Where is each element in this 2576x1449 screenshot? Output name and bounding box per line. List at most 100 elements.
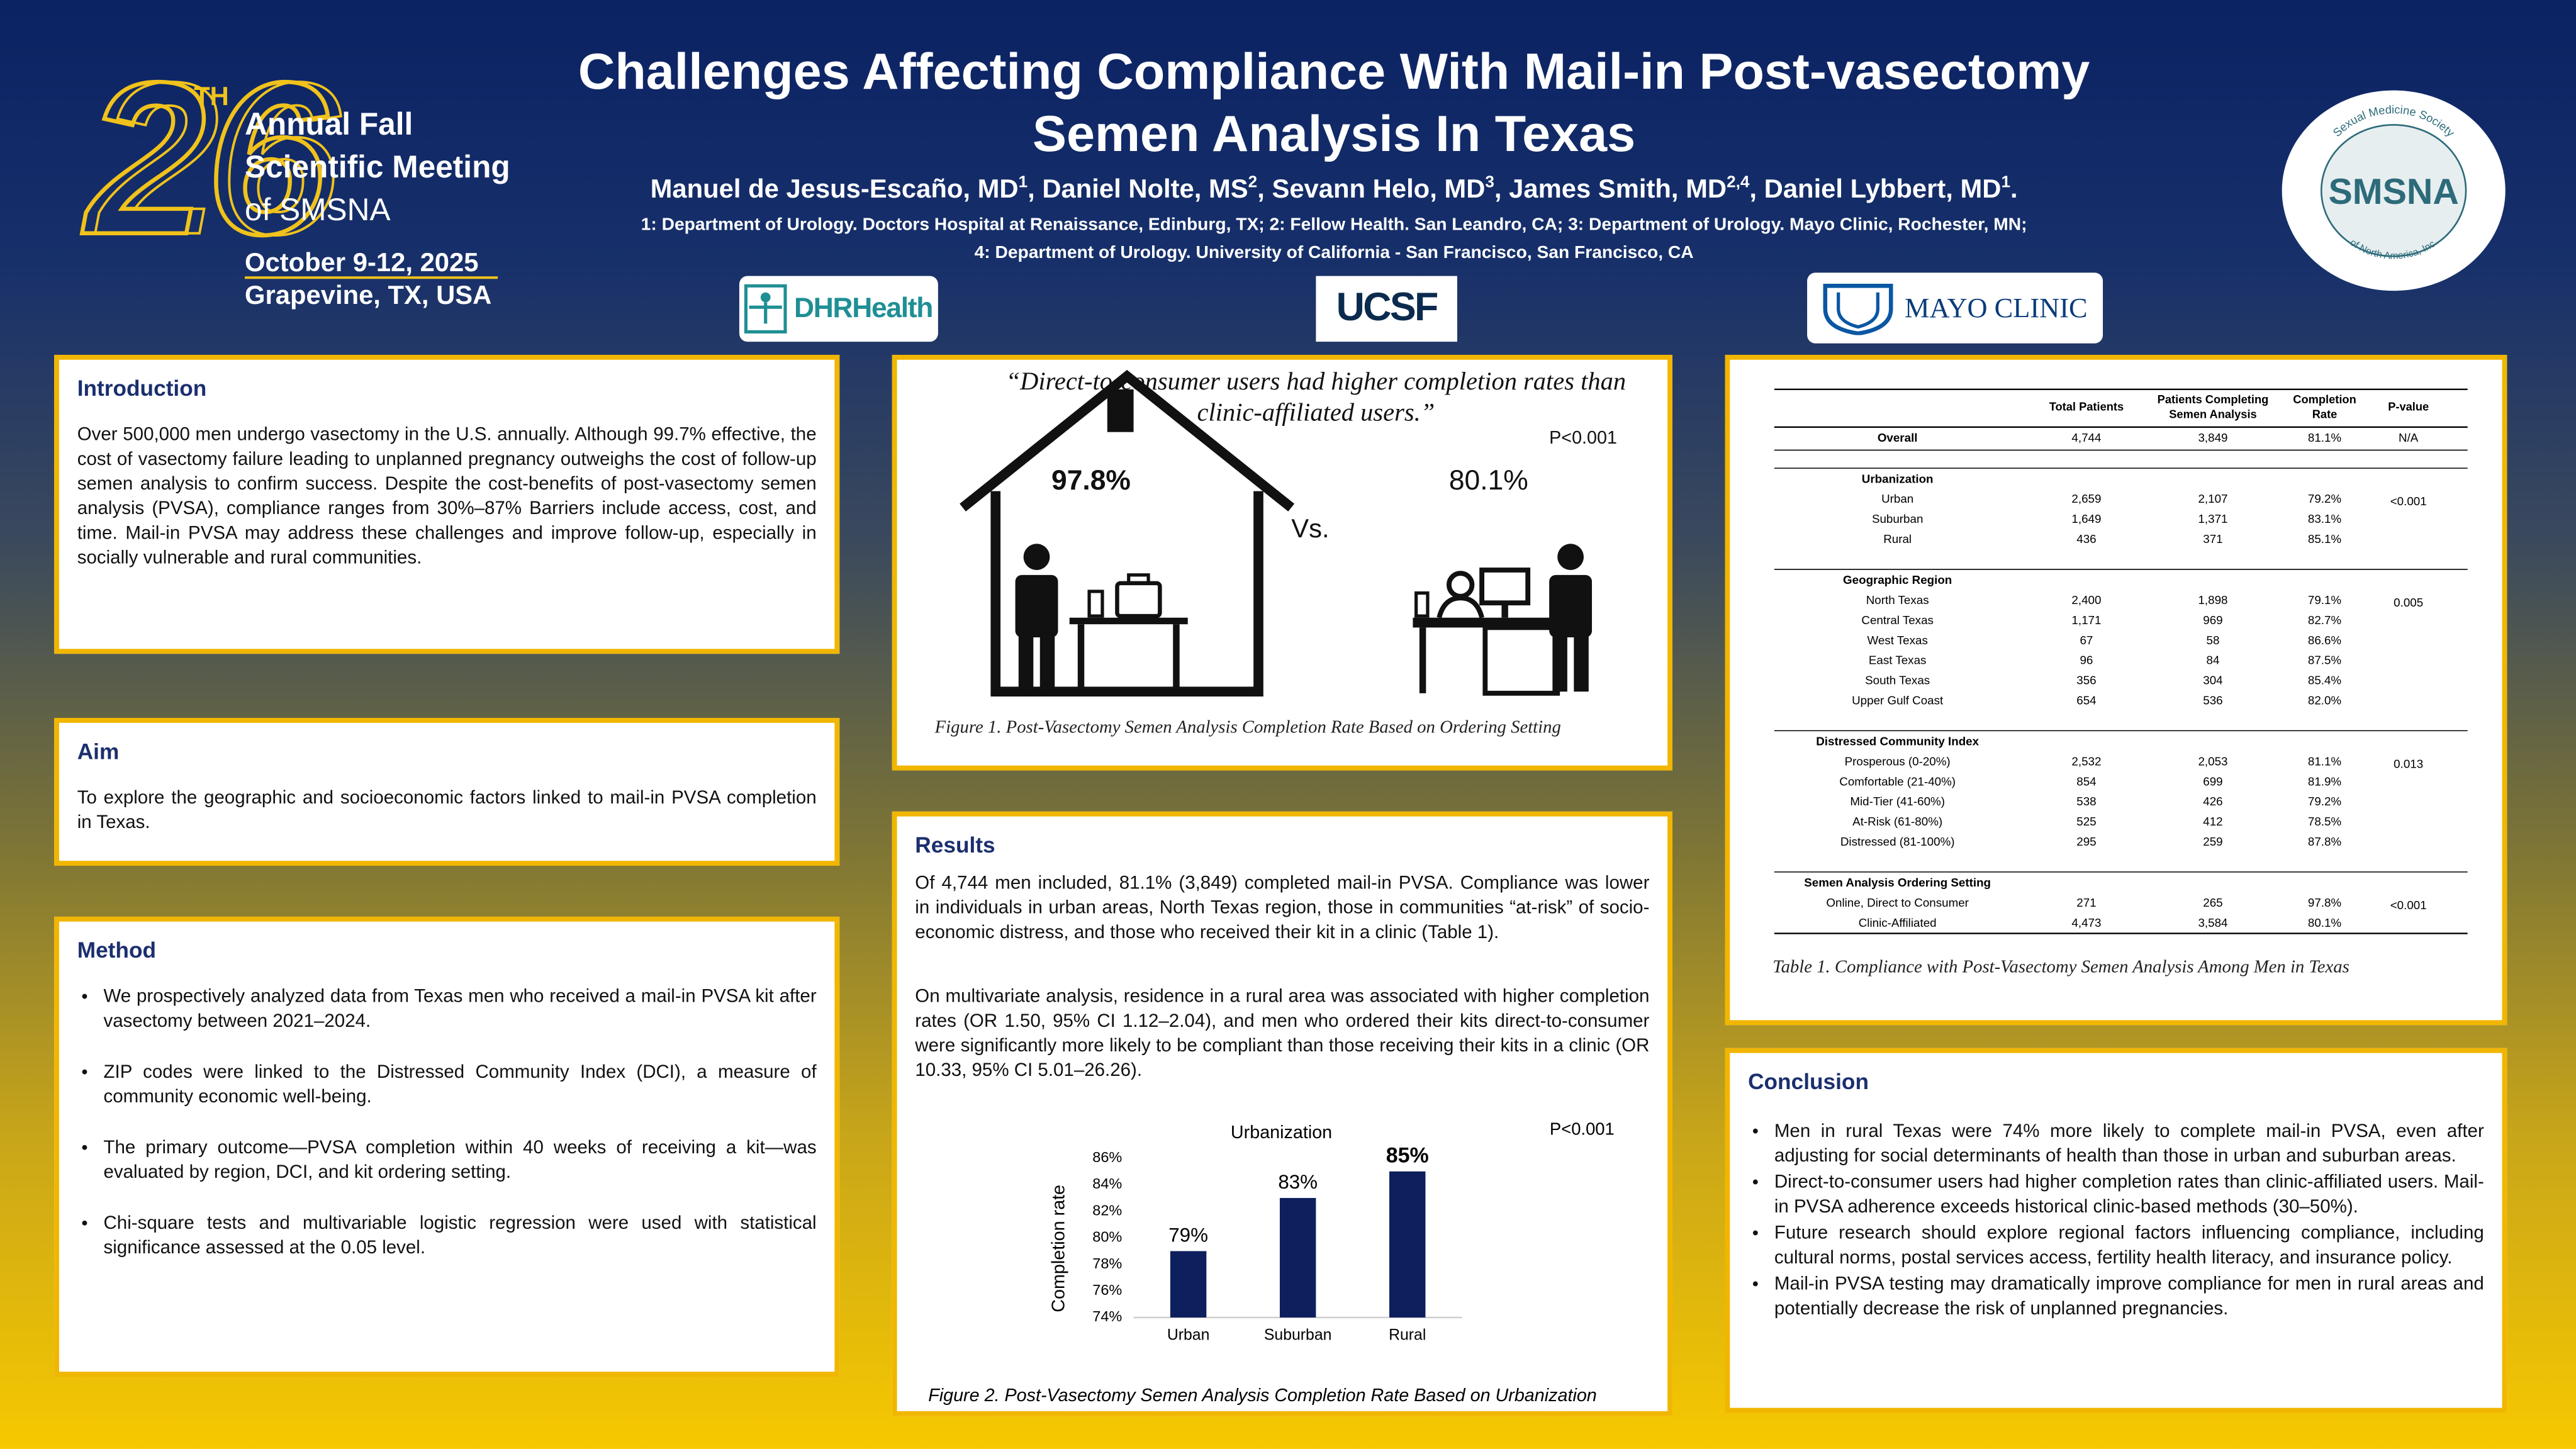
x-tick-label: Suburban [1264,1326,1332,1343]
y-tick-label: 74% [1092,1308,1122,1324]
affiliations: 4: Department of Urology. University of … [974,243,1694,263]
heading: Conclusion [1748,1069,1869,1094]
table-cell: 265 [2203,896,2222,909]
y-tick-label: 76% [1092,1282,1122,1298]
table-cell: 85.4% [2308,673,2342,686]
bullet-list: Men in rural Texas were 74% more likely … [1748,1121,2484,1323]
aim-panel: Aim To explore the geographic and socioe… [54,717,840,866]
table-cell: West Texas [1867,634,1927,647]
y-tick-label: 78% [1092,1255,1122,1272]
value-label: 79% [1168,1224,1208,1246]
table-cell: 2,659 [2071,492,2101,505]
separator: , [1028,176,1035,204]
introduction-panel: Introduction Over 500,000 men undergo va… [54,354,840,654]
paragraph: Of 4,744 men included, 81.1% (3,849) com… [915,874,1650,943]
table-cell: 83.1% [2308,512,2342,525]
bullet: Chi-square tests and multivariable logis… [103,1212,816,1262]
table-cell: 81.9% [2308,775,2342,788]
author-name: Manuel de Jesus-Escaño, MD [650,176,1019,204]
table-cell: 82.7% [2308,613,2342,627]
table-cell: 436 [2076,532,2096,545]
p-value: 0.013 [2394,757,2423,770]
title: Semen Analysis In Texas [1032,105,1636,163]
table-cell: 87.8% [2308,835,2342,848]
value-label: 83% [1278,1171,1318,1193]
meeting-place: Grapevine, TX, USA [245,280,491,310]
table-cell: 86.6% [2308,634,2342,647]
caption: Figure 1. Post-Vasectomy Semen Analysis … [934,717,1561,738]
results-panel: Results Of 4,744 men included, 81.1% (3,… [892,811,1672,1416]
y-tick-label: 84% [1092,1175,1122,1192]
paragraph: On multivariate analysis, residence in a… [915,987,1650,1082]
logo-text: MAYO CLINIC [1905,291,2088,323]
table-cell: Comfortable (21-40%) [1839,775,1956,788]
table-cell: 4,744 [2071,431,2101,444]
x-tick-label: Rural [1389,1326,1426,1343]
method-panel: Method We prospectively analyzed data fr… [54,916,840,1377]
logo-text: SMSNA [2328,172,2458,212]
table-cell: 854 [2076,775,2096,788]
table-cell: Urban [1881,492,1913,505]
column-header: Total Patients [2049,400,2124,413]
author-name: Daniel Lybbert, MD [1764,176,2002,204]
meeting-suffix: TH [194,81,229,111]
table-cell: 79.2% [2308,492,2342,505]
table-cell: 81.1% [2308,431,2342,444]
table-cell: 969 [2203,613,2222,627]
column-header: Completion Rate [2293,393,2356,420]
author-affiliation: 2 [1248,174,1258,193]
author-affiliation: 1 [2001,174,2010,193]
chart-title: Urbanization [1231,1122,1332,1143]
bullet: Men in rural Texas were 74% more likely … [1774,1121,2484,1170]
meeting-name: of SMSNA [245,192,391,227]
p-value: <0.001 [2390,898,2427,912]
table-panel: Total Patients Patients Completing Semen A… [1725,354,2507,1026]
separator: , [1257,176,1265,204]
title: Challenges Affecting Compliance With Mai… [578,42,2090,101]
meeting-name: Annual Fall [245,106,413,142]
table-cell: 79.2% [2308,795,2342,808]
heading: Introduction [77,376,207,401]
heading: Results [915,832,995,858]
logo-mayo: MAYO CLINIC [1807,272,2103,344]
bullet: The primary outcome—PVSA completion with… [103,1137,816,1186]
table-cell: 3,849 [2198,431,2227,444]
y-tick-label: 80% [1092,1229,1122,1245]
figure1-illustration [960,369,1593,697]
table-cell: 80.1% [2308,916,2342,929]
table-cell: 2,532 [2071,754,2101,768]
completion-rate: 97.8% [1051,464,1131,496]
table-cell: 82.0% [2308,693,2342,707]
separator: , [1494,176,1502,204]
author-affiliation: 1 [1018,174,1028,193]
versus: Vs. [1291,515,1330,544]
table-cell: 78.5% [2308,815,2342,828]
table-cell: 538 [2076,795,2096,808]
bullet: Mail-in PVSA testing may dramatically im… [1774,1273,2484,1323]
heading: Method [77,937,157,963]
table-cell: 699 [2203,775,2222,788]
table-cell: Upper Gulf Coast [1852,693,1944,707]
table-cell: 412 [2203,815,2222,828]
table-cell: 2,400 [2071,593,2101,607]
bullet: We prospectively analyzed data from Texa… [103,986,816,1035]
logo-smsna: Sexual Medicine Society of North America… [2282,90,2506,291]
bar [1170,1251,1207,1318]
author-affiliation: 2,4 [1727,174,1750,193]
table-cell: 371 [2203,532,2222,545]
p-value: <0.001 [2390,495,2427,508]
table-cell: 2,107 [2198,492,2227,505]
p-value: 0.005 [2394,596,2423,609]
column-header: Patients Completing Semen Analysis [2158,393,2269,420]
value-label: 85% [1386,1143,1429,1167]
figure2-chart: Urbanization P<0.001 Completion rate Fig… [928,1119,1615,1406]
table-cell: 1,649 [2071,512,2101,525]
heading: Aim [77,739,120,764]
affiliations: 1: Department of Urology. Doctors Hospit… [641,215,2027,235]
table-cell: Distressed (81-100%) [1840,835,1955,848]
meeting-number: 26 [82,38,328,280]
table-cell: 4,473 [2071,916,2101,929]
table-cell: 356 [2076,673,2096,686]
section-title: Distressed Community Index [1816,735,1979,748]
